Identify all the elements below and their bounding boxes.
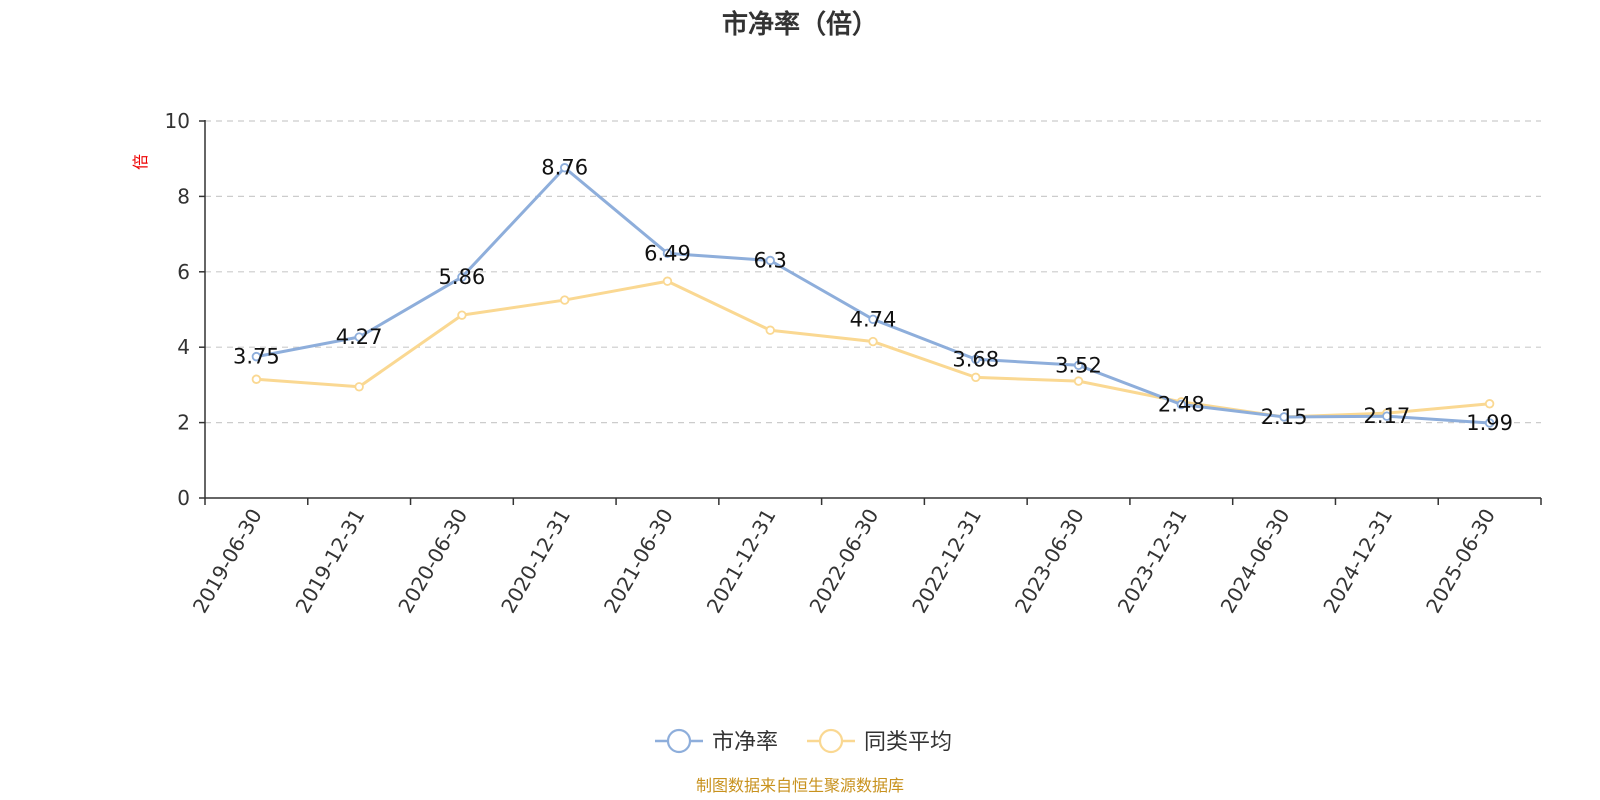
data-point[interactable] [765,325,775,335]
chart-title: 市净率（倍） [722,9,878,40]
legend-label: 同类平均 [864,730,952,755]
x-tick-label: 2023-12-31 [1113,505,1192,618]
x-tick-label: 2019-06-30 [188,505,267,618]
data-label: 3.52 [1055,353,1102,377]
data-point[interactable] [1484,418,1495,428]
y-tick-label: 10 [165,109,190,133]
x-tick-label: 2020-06-30 [393,505,472,618]
data-point[interactable] [1279,412,1289,422]
y-tick-label: 0 [177,486,190,510]
x-tick-label: 2025-06-30 [1421,505,1500,618]
data-point[interactable] [1176,399,1187,410]
data-label: 8.76 [541,156,588,180]
legend-marker [818,728,844,754]
data-point[interactable] [457,272,467,282]
series-line-1 [256,279,1490,419]
y-tick-label: 8 [177,184,190,208]
data-label: 5.86 [439,265,486,289]
data-label: 2.15 [1261,405,1308,429]
data-label: 1.99 [1466,411,1513,435]
source-note: 制图数据来自恒生聚源数据库 [696,776,904,795]
data-point[interactable] [662,248,673,259]
data-label: 2.48 [1158,393,1205,417]
data-label: 2.17 [1363,404,1410,428]
data-point[interactable] [1382,411,1392,421]
x-tick-label: 2024-06-30 [1216,505,1295,618]
data-point[interactable] [1073,360,1084,370]
data-point[interactable] [971,372,981,383]
legend-label: 市净率 [712,730,778,755]
x-tick-label: 2022-12-31 [907,505,986,618]
data-point[interactable] [1484,399,1495,409]
data-point[interactable] [662,276,673,286]
series-line-0 [256,166,1490,425]
data-point[interactable] [559,163,570,173]
legend-marker [666,728,692,754]
data-point[interactable] [868,336,878,347]
axes: 0 2 4 6 8 10 2019-06-30 2019-12-31 2020-06-30 202… [165,109,1542,618]
y-tick-label: 4 [177,335,190,359]
data-point[interactable] [251,374,262,384]
y-axis-label: 倍 [131,154,150,170]
y-tick-label: 2 [177,411,190,435]
data-point[interactable] [354,382,364,392]
data-label: 4.74 [850,307,897,331]
x-tick-label: 2021-06-30 [599,505,678,618]
y-tick-label: 6 [177,260,190,284]
legend-item-1[interactable]: 同类平均 [807,728,952,755]
legend[interactable]: 市净率 同类平均 [655,728,952,755]
x-tick-label: 2019-12-31 [291,505,370,618]
data-label: 3.68 [952,347,999,371]
data-labels: 3.75 4.27 5.86 8.76 6.49 6.3 4.74 3.68 3.52 2.48 2… [233,156,1513,435]
grid-lines [205,120,1541,424]
data-label: 6.3 [754,248,787,272]
x-tick-label: 2020-12-31 [496,505,575,618]
data-point[interactable] [354,332,364,342]
data-point[interactable] [971,354,981,364]
data-point[interactable] [868,314,878,325]
x-tick-label: 2024-12-31 [1318,505,1397,618]
x-tick-label: 2022-06-30 [804,505,883,618]
series-lines [251,163,1495,428]
legend-item-0[interactable]: 市净率 [655,728,778,755]
data-label: 3.75 [233,345,280,369]
data-point[interactable] [559,295,570,305]
data-label: 4.27 [336,325,383,349]
data-point[interactable] [251,351,262,362]
data-point[interactable] [1073,376,1084,386]
x-tick-label: 2023-06-30 [1010,505,1089,618]
data-label: 6.49 [644,241,691,265]
x-tick-label: 2021-12-31 [702,505,781,618]
data-point[interactable] [765,255,775,266]
data-point[interactable] [457,310,467,320]
